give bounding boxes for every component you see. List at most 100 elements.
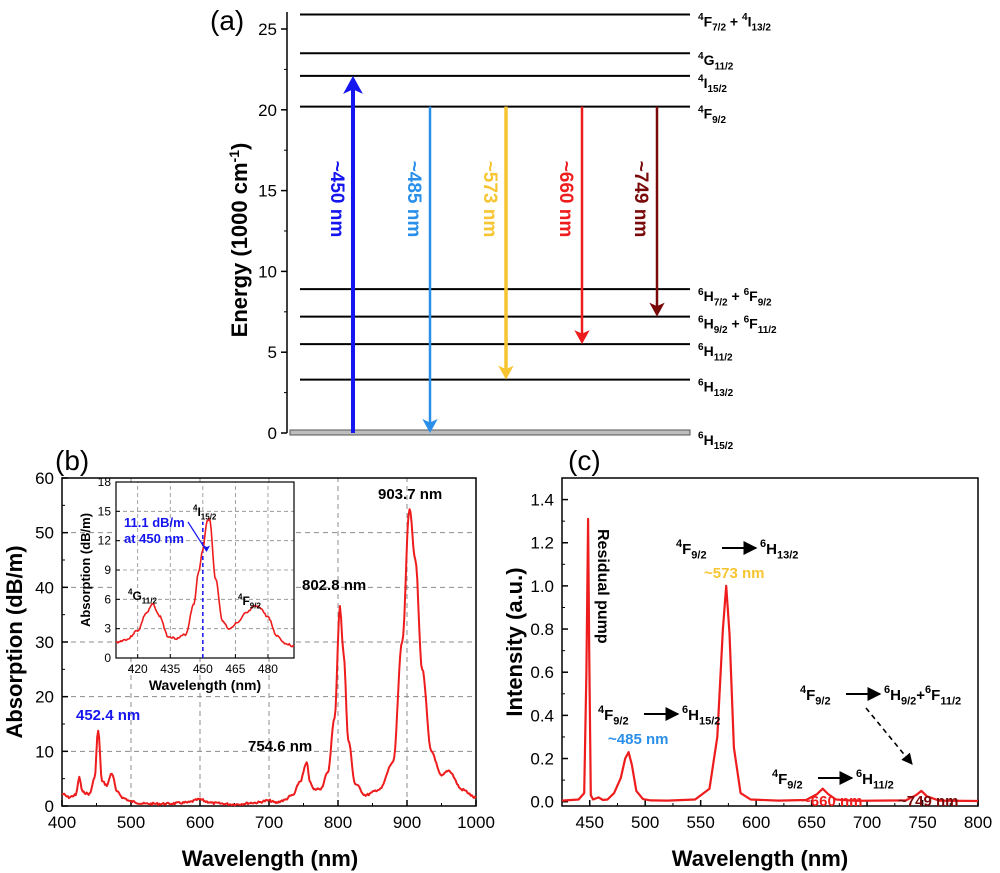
transition-to-term: 6H13/2 (760, 538, 798, 561)
inset-x-tick-label: 450 (193, 662, 213, 676)
inset-peak-label: 4I15/2 (193, 504, 217, 522)
y-tick-label: 0.0 (530, 793, 554, 812)
y-tick-label: 0 (268, 424, 277, 443)
y-tick-label: 0.2 (530, 750, 554, 769)
inset-y-tick-label: 18 (98, 475, 112, 489)
inset-y-tick-label: 15 (98, 504, 112, 518)
x-tick-label: 600 (742, 813, 770, 832)
panel-label-c: (c) (568, 445, 601, 476)
panel-label-b: (b) (55, 445, 89, 476)
x-tick-label: 500 (631, 813, 659, 832)
energy-level-diagram: (a) Energy (1000 cm-1) 0 5 10 15 20 25 6H15/2… (210, 5, 777, 452)
x-tick-label: 450 (576, 813, 604, 832)
x-tick-label: 500 (117, 813, 145, 832)
x-axis-label: Wavelength (nm) (672, 846, 848, 871)
series-emission (561, 517, 979, 803)
transition-arrow-head (574, 330, 590, 345)
transition-label: ~749 nm (630, 161, 651, 238)
peak-annotation: 754.6 nm (248, 738, 312, 755)
transition-to-term: 6H15/2 (682, 704, 720, 727)
peak-annotation: 452.4 nm (76, 707, 140, 724)
inset-x-axis-label: Wavelength (nm) (149, 677, 261, 693)
x-tick-label: 700 (255, 813, 283, 832)
transition-arrows: ~450 nm ~485 nm ~573 nm ~660 nm ~749 nm (326, 75, 665, 433)
x-tick-label: 700 (853, 813, 881, 832)
inset-y-tick-label: 3 (104, 622, 111, 636)
residual-pump-label: Residual pump (594, 529, 611, 644)
peak-annotation: 802.8 nm (302, 577, 366, 594)
level-label: 4F7/2 + 4I13/2 (698, 12, 771, 34)
y-tick-label: 25 (258, 20, 277, 39)
ground-level-line (289, 429, 691, 436)
inset-background (116, 482, 294, 658)
y-tick-label: 1.0 (530, 577, 554, 596)
inset-chart: 420 435 450 465 480 0 3 6 9 12 15 18 Wavelength (nm)… (78, 475, 295, 693)
level-label: 6H9/2 + 6F11/2 (698, 314, 777, 336)
transition-wavelength-label: ~749 nm (898, 793, 958, 810)
transition-label: ~450 nm (326, 161, 347, 238)
y-tick-label: 0.8 (530, 620, 554, 639)
x-tick-label: 900 (393, 813, 421, 832)
inset-annotation-line: 11.1 dB/m (124, 515, 185, 530)
inset-y-axis-label: Absorption (dB/m) (78, 513, 93, 627)
transition-annotation: 4F9/2 6H9/2+6F11/2 ~749 nm (800, 684, 961, 810)
y-tick-label: 60 (35, 469, 54, 488)
inset-peak-label: 4F9/2 (238, 593, 261, 611)
inset-annotation-pointer (187, 521, 208, 552)
transition-arrow-head (422, 419, 438, 433)
x-tick-label: 750 (908, 813, 936, 832)
absorption-chart: (b) 400 500 600 700 800 900 10000102030405060 … (2, 445, 495, 871)
transition-annotations: Residual pump 4F9/2 6H13/2 ~573 nm 4F9/2 6H15… (594, 529, 961, 810)
inset-annotation-arrowhead (203, 545, 211, 552)
y-tick-label: 15 (258, 182, 277, 201)
inset-series-line (115, 517, 295, 648)
y-tick-label: 1.2 (530, 534, 554, 553)
inset-x-tick-label: 480 (258, 662, 278, 676)
x-tick-label: 600 (186, 813, 214, 832)
transition-from-term: 4F9/2 (598, 704, 629, 727)
inset-y-tick-label: 0 (104, 651, 111, 665)
x-tick-label: 800 (964, 813, 992, 832)
transition-from-term: 4F9/2 (676, 538, 707, 561)
energy-levels: 6H15/2 6H13/2 6H11/2 6H9/2 + 6F11/2 6H7/2 + … (289, 12, 777, 453)
level-label: 6H15/2 (698, 431, 734, 453)
y-tick-label: 5 (268, 343, 277, 362)
inset-x-tick-label: 420 (128, 662, 148, 676)
level-label: 6H13/2 (698, 377, 734, 399)
y-axis-label: Absorption (dB/m) (2, 545, 27, 738)
inset-y-tick-label: 12 (98, 534, 112, 548)
transition-to-term: 6H11/2 (856, 768, 894, 791)
peak-annotations: 452.4 nm 754.6 nm 802.8 nm 903.7 nm (76, 486, 442, 755)
y-axis-label: Energy (1000 cm-1) (226, 143, 252, 338)
dashed-pointer-arrow (865, 707, 913, 765)
series-absorption (61, 508, 477, 807)
transition-label: ~573 nm (479, 161, 500, 238)
y-tick-label: 20 (258, 101, 277, 120)
level-label: 4I15/2 (698, 74, 727, 96)
transition-label: ~660 nm (555, 161, 576, 238)
axes: 450 500 550 600 650 700 750 800 0.0 0.2 0.4 0.6 0.8 1… (530, 477, 992, 832)
y-tick-label: 20 (35, 688, 54, 707)
inset-y-tick-label: 6 (104, 592, 111, 606)
y-tick-label: 10 (258, 262, 277, 281)
plot-frame (561, 477, 979, 807)
peak-annotation: 903.7 nm (378, 486, 442, 503)
y-tick-label: 1.4 (530, 491, 554, 510)
y-axis-label: Intensity (a.u.) (502, 567, 527, 716)
x-tick-label: 1000 (457, 813, 495, 832)
y-tick-label: 0 (45, 797, 54, 816)
transition-arrow-head (498, 365, 514, 380)
transition-arrow-head (649, 302, 665, 317)
x-tick-label: 400 (48, 813, 76, 832)
transition-wavelength-label: ~660 nm (802, 793, 862, 810)
level-label: 6H11/2 (698, 342, 733, 364)
inset-x-tick-label: 465 (225, 662, 245, 676)
y-tick-label: 40 (35, 578, 54, 597)
transition-label: ~485 nm (403, 161, 424, 238)
x-axis-label: Wavelength (nm) (182, 846, 358, 871)
y-axis: 0 5 10 15 20 25 (258, 12, 288, 443)
transition-wavelength-label: ~485 nm (608, 731, 668, 748)
level-label: 6H7/2 + 6F9/2 (698, 287, 772, 309)
level-label: 4F9/2 (698, 104, 726, 126)
